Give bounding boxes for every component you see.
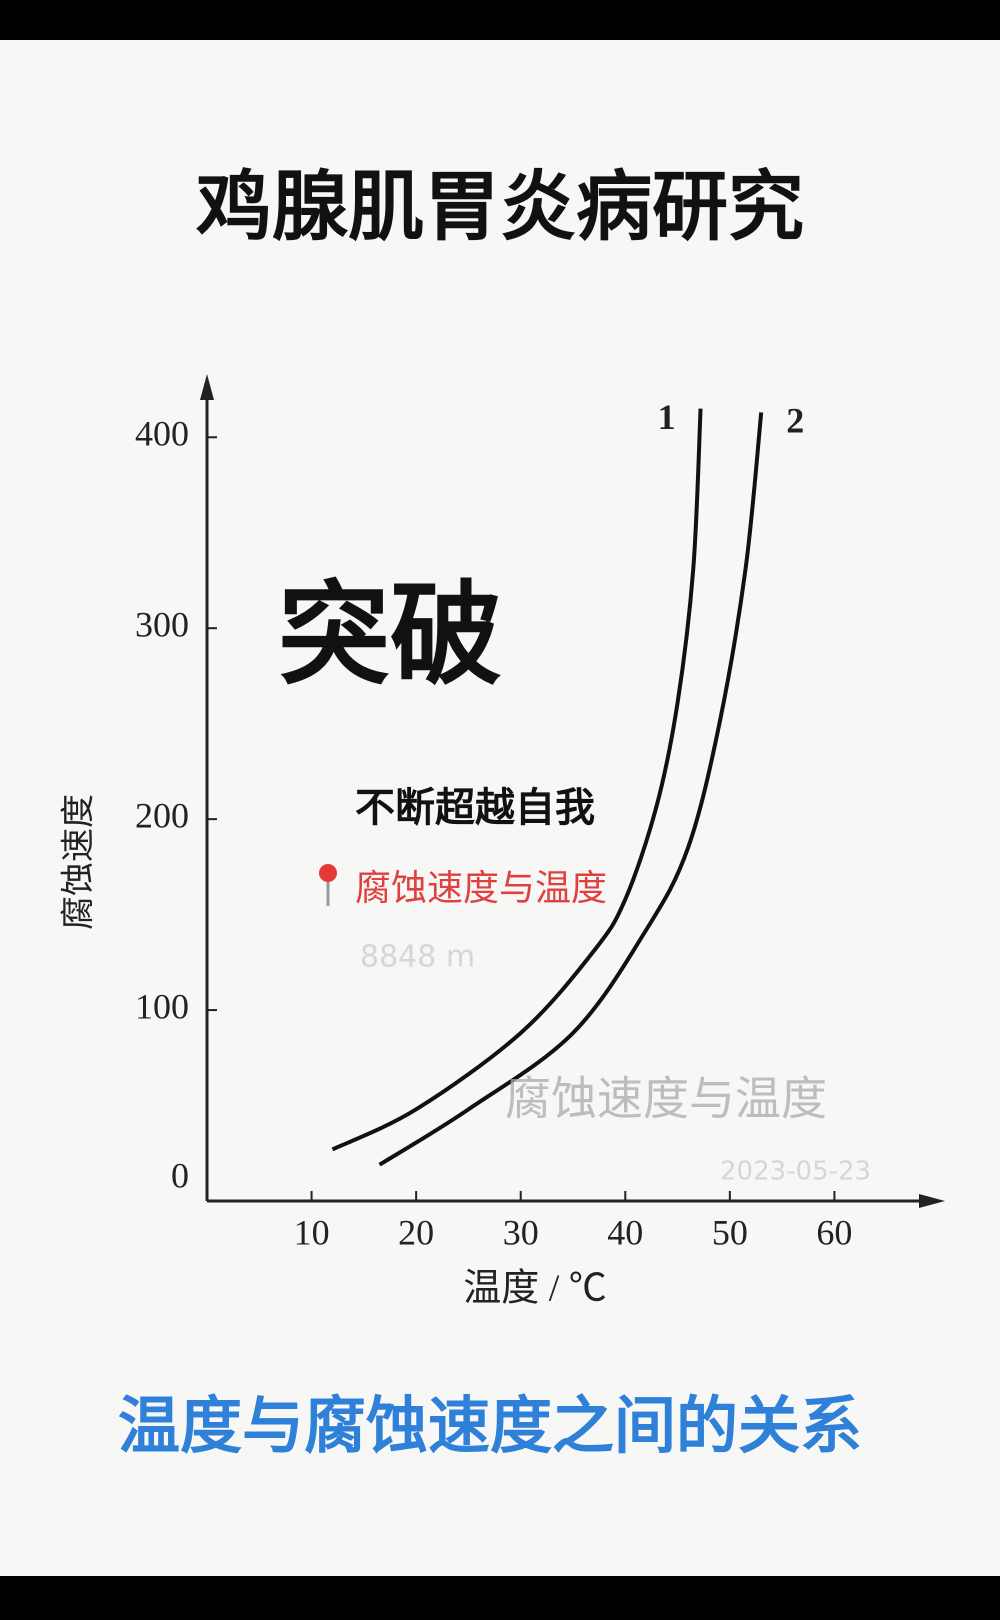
y-tick-label: 0: [171, 1155, 189, 1195]
chart-title: 鸡腺肌胃炎病研究: [196, 162, 804, 251]
watermark: 8848 m: [360, 940, 475, 975]
bottom-bar: [0, 1576, 1000, 1620]
y-tick-label: 100: [135, 986, 189, 1026]
x-tick-label: 30: [503, 1212, 539, 1252]
x-tick-label: 10: [294, 1212, 330, 1252]
line: [331, 408, 703, 1152]
caption: 温度与腐蚀速度之间的关系: [118, 1389, 862, 1462]
series-label: 1: [658, 397, 676, 437]
x-tick-label: 20: [398, 1212, 434, 1252]
background: [0, 40, 1000, 1576]
pin-icon: [319, 864, 337, 906]
series-label: 2: [786, 401, 804, 441]
x-tick-label: 60: [816, 1212, 852, 1252]
y-tick-label: 300: [135, 604, 189, 644]
watermark: 腐蚀速度与温度: [505, 1072, 827, 1126]
x-tick-label: 50: [712, 1212, 748, 1252]
line: [378, 412, 764, 1167]
watermark: 突破: [278, 575, 502, 699]
y-axis-arrow: [200, 374, 214, 400]
watermark: 腐蚀速度与温度: [355, 868, 607, 909]
y-axis-label: 腐蚀速度: [59, 794, 99, 930]
y-tick-label: 400: [135, 414, 189, 454]
x-axis-label: 温度 / ℃: [463, 1268, 607, 1310]
y-tick-label: 200: [135, 795, 189, 835]
watermark: 2023-05-23: [720, 1157, 871, 1187]
top-bar: [0, 0, 1000, 40]
x-tick-label: 40: [607, 1212, 643, 1252]
watermark: 不断超越自我: [355, 785, 595, 830]
x-axis-arrow: [919, 1194, 945, 1208]
